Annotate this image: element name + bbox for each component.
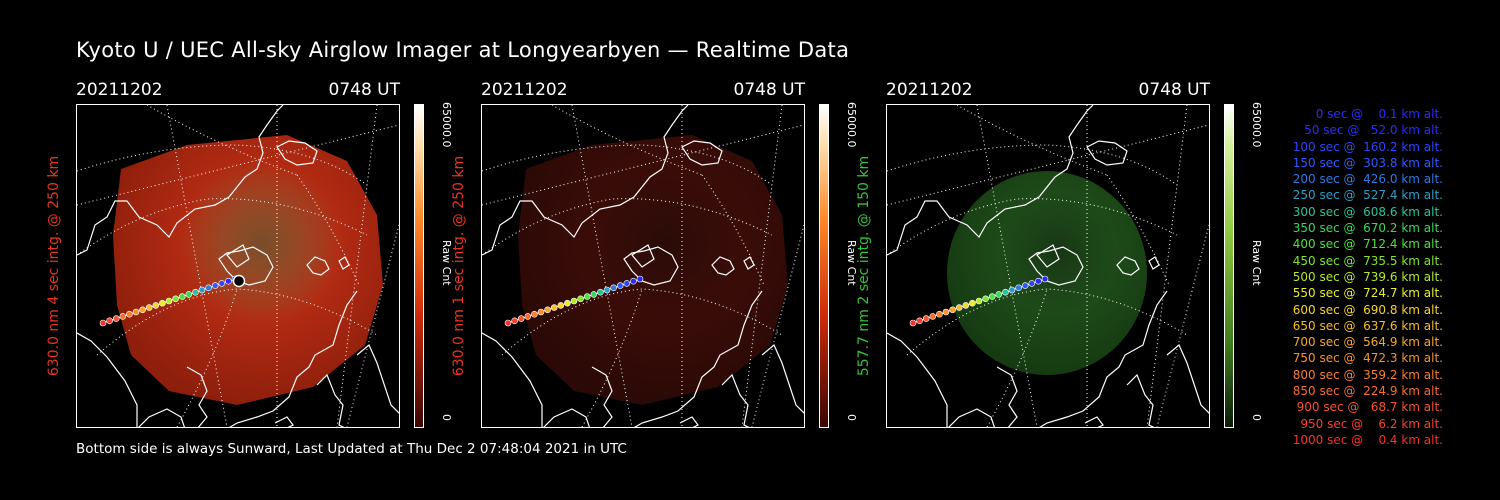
colorbar-max: 65000.0: [845, 102, 858, 148]
allsky-image-frame: [886, 104, 1210, 428]
colorbar-label: Raw Cnt: [440, 240, 453, 286]
colorbar-label: Raw Cnt: [1250, 240, 1263, 286]
image-panel-630nm-4s: 20211202 0748 UT 630.0 nm 4 sec intg. @ …: [46, 80, 486, 430]
footer-status: Bottom side is always Sunward, Last Upda…: [76, 441, 627, 457]
legend-entry: 50 sec @ 52.0 km alt.: [1304, 123, 1443, 138]
legend-entry: 1000 sec @ 0.4 km alt.: [1292, 432, 1443, 447]
colorbar: [1224, 104, 1234, 428]
legend-entry: 350 sec @ 670.2 km alt.: [1292, 221, 1443, 236]
panel-date: 20211202: [76, 80, 163, 100]
colorbar-max: 65000.0: [440, 102, 453, 148]
legend-entry: 600 sec @ 690.8 km alt.: [1292, 302, 1443, 317]
legend-entry: 450 sec @ 735.5 km alt.: [1292, 253, 1443, 268]
legend-entry: 400 sec @ 712.4 km alt.: [1292, 237, 1443, 252]
trajectory-legend: 0 sec @ 0.1 km alt. 50 sec @ 52.0 km alt.…: [1255, 106, 1443, 448]
image-panel-557nm-2s: 20211202 0748 UT 557.7 nm 2 sec intg. @ …: [856, 80, 1296, 430]
legend-entry: 150 sec @ 303.8 km alt.: [1292, 155, 1443, 170]
legend-entry: 0 sec @ 0.1 km alt.: [1315, 107, 1443, 121]
legend-entry: 100 sec @ 160.2 km alt.: [1292, 139, 1443, 154]
colorbar-max: 65000.0: [1250, 102, 1263, 148]
panel-ylabel: 630.0 nm 4 sec intg. @ 250 km: [46, 155, 62, 377]
panel-time: 0748 UT: [1138, 80, 1211, 100]
legend-entry: 300 sec @ 608.6 km alt.: [1292, 204, 1443, 219]
colorbar-label: Raw Cnt: [845, 240, 858, 286]
legend-entry: 800 sec @ 359.2 km alt.: [1292, 367, 1443, 382]
legend-entry: 250 sec @ 527.4 km alt.: [1292, 188, 1443, 203]
legend-entry: 650 sec @ 637.6 km alt.: [1292, 318, 1443, 333]
colorbar: [819, 104, 829, 428]
legend-entry: 750 sec @ 472.3 km alt.: [1292, 351, 1443, 366]
panel-time: 0748 UT: [733, 80, 806, 100]
panel-time: 0748 UT: [328, 80, 401, 100]
panel-date: 20211202: [481, 80, 568, 100]
panel-ylabel: 630.0 nm 1 sec intg. @ 250 km: [451, 155, 467, 377]
legend-entry: 700 sec @ 564.9 km alt.: [1292, 335, 1443, 350]
colorbar-min: 0: [845, 414, 858, 421]
allsky-image-frame: [481, 104, 805, 428]
legend-entry: 500 sec @ 739.6 km alt.: [1292, 269, 1443, 284]
page-title: Kyoto U / UEC All-sky Airglow Imager at …: [76, 38, 850, 62]
legend-entry: 200 sec @ 426.0 km alt.: [1292, 172, 1443, 187]
panel-date: 20211202: [886, 80, 973, 100]
legend-entry: 850 sec @ 224.9 km alt.: [1292, 384, 1443, 399]
colorbar-min: 0: [440, 414, 453, 421]
allsky-image-frame: [76, 104, 400, 428]
legend-entry: 900 sec @ 68.7 km alt.: [1296, 400, 1443, 415]
legend-entry: 950 sec @ 6.2 km alt.: [1300, 416, 1443, 431]
legend-entry: 550 sec @ 724.7 km alt.: [1292, 286, 1443, 301]
colorbar: [414, 104, 424, 428]
image-panel-630nm-1s: 20211202 0748 UT 630.0 nm 1 sec intg. @ …: [451, 80, 891, 430]
panel-ylabel: 557.7 nm 2 sec intg. @ 150 km: [856, 155, 872, 377]
colorbar-min: 0: [1250, 414, 1263, 421]
